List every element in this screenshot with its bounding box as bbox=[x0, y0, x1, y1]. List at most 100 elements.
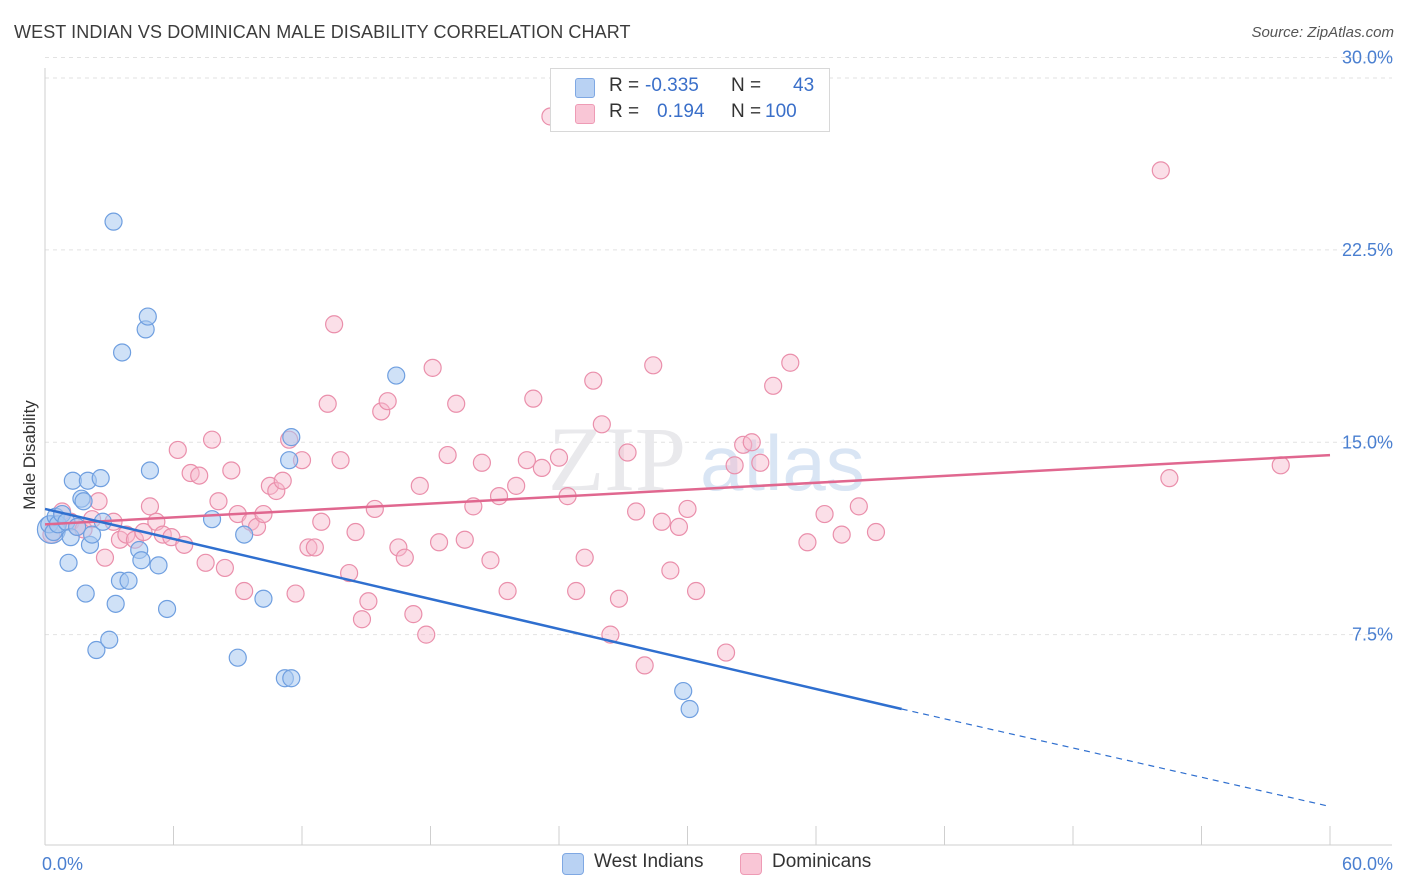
dominicans-point bbox=[567, 581, 586, 601]
legend-n-value: 43 bbox=[793, 75, 815, 96]
west-indians-point bbox=[68, 517, 87, 536]
y-axis-label: Male Disability bbox=[20, 400, 39, 510]
dominicans-point bbox=[575, 548, 594, 567]
dominicans-point bbox=[95, 548, 115, 567]
dominicans-point bbox=[372, 402, 391, 421]
legend-r-value: -0.335 bbox=[645, 75, 699, 96]
dominicans-point bbox=[524, 389, 543, 408]
west-indians-point bbox=[282, 669, 301, 688]
dominicans-point bbox=[378, 392, 397, 411]
dominicans-point bbox=[267, 481, 286, 501]
west-indians-point bbox=[83, 525, 102, 544]
dominicans-point bbox=[222, 461, 241, 480]
dominicans-point bbox=[202, 430, 222, 449]
dominicans-point bbox=[481, 551, 500, 570]
dominicans-point bbox=[423, 358, 442, 377]
legend-r-value: 0.194 bbox=[657, 101, 705, 122]
watermark-atlas: atlas bbox=[700, 419, 865, 507]
dominicans-point bbox=[669, 517, 689, 536]
dominicans-point bbox=[429, 533, 449, 552]
dominicans-point bbox=[273, 471, 292, 490]
dominicans-point bbox=[549, 448, 569, 467]
dominicans-point bbox=[644, 356, 663, 375]
dominicans-point bbox=[532, 458, 551, 477]
tick-labels: 7.5% 15.0% 22.5% 30.0% 0.0% 60.0% bbox=[42, 48, 1393, 875]
dominicans-point bbox=[340, 563, 359, 583]
correlation-legend: R = -0.335 N = 43 R = 0.194 N = 100 bbox=[550, 68, 830, 132]
y-tick-label: 30.0% bbox=[1342, 48, 1393, 68]
dominicans-point bbox=[1160, 469, 1179, 488]
west-indians-point bbox=[674, 681, 693, 701]
dominicans-point bbox=[849, 497, 868, 516]
west-indians-swatch bbox=[575, 78, 595, 98]
dominicans-point bbox=[498, 581, 517, 601]
dominicans-swatch bbox=[575, 104, 595, 124]
legend-n-label: N = bbox=[731, 101, 762, 122]
dominicans-point bbox=[1151, 161, 1170, 180]
west-indians-point bbox=[138, 307, 157, 326]
dominicans-point bbox=[299, 538, 318, 557]
dominicans-point bbox=[395, 548, 414, 567]
dominicans-point bbox=[764, 376, 783, 395]
dominicans-trend-line bbox=[44, 453, 1331, 526]
dominicans-point bbox=[140, 497, 160, 516]
trend-lines bbox=[44, 453, 1331, 808]
dominicans-point bbox=[815, 504, 834, 524]
dominicans-point bbox=[742, 433, 761, 452]
legend-n-label: N = bbox=[731, 75, 762, 96]
dominicans-point bbox=[661, 561, 680, 580]
dominicans-point bbox=[455, 530, 474, 549]
dominicans-point bbox=[346, 522, 365, 542]
west-indians-legend-label: West Indians bbox=[594, 851, 704, 872]
dominicans-point bbox=[725, 456, 744, 475]
west-indians-point bbox=[87, 640, 106, 660]
dominicans-point bbox=[447, 394, 466, 413]
dominicans-point bbox=[1271, 456, 1290, 475]
dominicans-point bbox=[190, 466, 209, 485]
dominicans-point bbox=[196, 553, 215, 572]
dominicans-point bbox=[716, 643, 736, 662]
dominicans-point bbox=[609, 589, 629, 608]
dominicans-point bbox=[678, 499, 697, 519]
dominicans-point bbox=[472, 453, 491, 472]
dominicans-point bbox=[866, 522, 886, 542]
west-indians-trend-line bbox=[44, 507, 902, 711]
dominicans-point bbox=[781, 353, 800, 372]
west-indians-point bbox=[112, 343, 132, 362]
gridlines bbox=[45, 57, 1392, 636]
legend-n-value: 100 bbox=[765, 101, 797, 122]
west-indians-point bbox=[282, 428, 301, 447]
dominicans-point bbox=[325, 315, 344, 334]
dominicans-point bbox=[352, 610, 372, 629]
west-indians-point bbox=[680, 699, 699, 719]
west-indians-point bbox=[132, 551, 151, 570]
dominicans-point bbox=[592, 415, 611, 434]
dominicans-point bbox=[389, 538, 408, 557]
dominicans-point bbox=[235, 581, 254, 601]
west-indians-point bbox=[106, 594, 125, 613]
dominicans-point bbox=[410, 476, 429, 495]
dominicans-point bbox=[626, 502, 646, 521]
x-tick-label-min: 0.0% bbox=[42, 854, 83, 874]
dominicans-point bbox=[438, 445, 457, 465]
dominicans-point bbox=[652, 512, 671, 531]
legend-r-label: R = bbox=[609, 101, 640, 122]
west-indians-trend-extension bbox=[901, 708, 1331, 808]
west-indians-point bbox=[91, 469, 110, 488]
dominicans-point bbox=[686, 581, 706, 601]
west-indians-point bbox=[228, 648, 247, 667]
y-tick-label: 22.5% bbox=[1342, 240, 1393, 260]
dominicans-point bbox=[751, 453, 770, 472]
west-indians-point bbox=[387, 366, 406, 385]
dominicans-point bbox=[331, 451, 350, 470]
dominicans-legend-swatch bbox=[740, 853, 762, 875]
x-tick-label-max: 60.0% bbox=[1342, 854, 1393, 874]
west-indians-point bbox=[149, 556, 168, 575]
dominicans-point bbox=[517, 451, 536, 470]
west-indians-point bbox=[235, 525, 254, 544]
legend-r-label: R = bbox=[609, 75, 640, 96]
west-indians-points bbox=[36, 212, 699, 719]
source-credit: Source: ZipAtlas.com bbox=[1251, 24, 1394, 41]
dominicans-point bbox=[404, 605, 423, 624]
west-indians-point bbox=[202, 510, 222, 529]
